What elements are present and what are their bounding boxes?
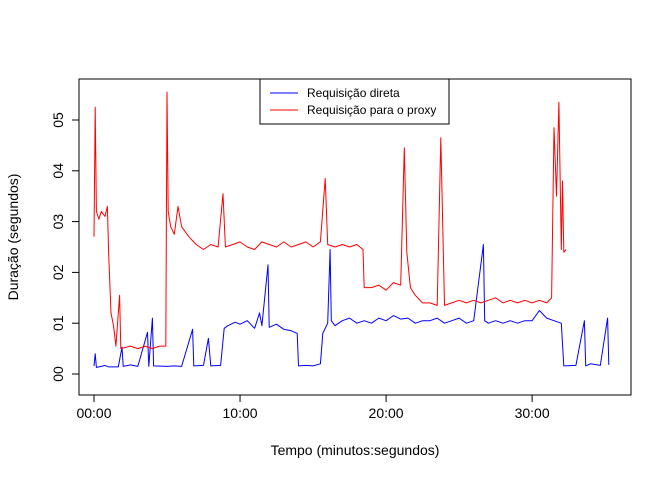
x-tick-label: 00:00 bbox=[76, 405, 111, 421]
x-axis-label: Tempo (minutos:segundos) bbox=[271, 442, 440, 458]
legend-label-proxy: Requisição para o proxy bbox=[307, 103, 436, 117]
y-axis-label: Duração (segundos) bbox=[5, 174, 21, 301]
x-axis: 00:00 10:00 20:00 30:00 bbox=[76, 394, 550, 421]
legend: Requisição direta Requisição para o prox… bbox=[259, 78, 450, 125]
y-tick-label: 05 bbox=[50, 112, 66, 128]
y-axis: 00 01 02 03 04 05 bbox=[50, 112, 80, 382]
x-tick-label: 10:00 bbox=[223, 405, 258, 421]
series-line-proxy bbox=[93, 91, 567, 350]
series-line-direct bbox=[93, 244, 610, 368]
y-tick-label: 02 bbox=[50, 264, 66, 280]
y-tick-label: 04 bbox=[50, 163, 66, 179]
y-tick-label: 03 bbox=[50, 214, 66, 230]
y-tick-label: 00 bbox=[50, 366, 66, 382]
x-tick-label: 30:00 bbox=[515, 405, 550, 421]
y-tick-label: 01 bbox=[50, 315, 66, 331]
legend-label-direct: Requisição direta bbox=[307, 86, 400, 100]
legend-box bbox=[259, 78, 450, 125]
x-tick-label: 20:00 bbox=[369, 405, 404, 421]
series-layer bbox=[93, 91, 610, 368]
